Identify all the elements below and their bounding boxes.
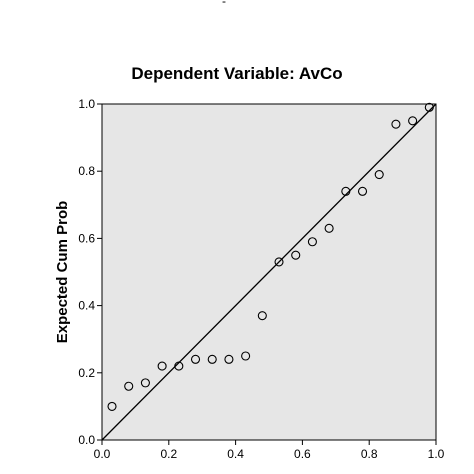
data-point [224, 354, 234, 364]
x-axis: 0.0 0.2 0.4 0.6 0.8 1.0 [94, 440, 445, 461]
data-point [424, 102, 434, 112]
y-tick-label: 0.2 [78, 366, 95, 380]
x-tick-label: 0.6 [294, 447, 311, 461]
data-point [307, 237, 317, 247]
data-point [257, 311, 267, 321]
data-point [140, 378, 150, 388]
x-tick-label: 0.2 [160, 447, 177, 461]
y-axis: 0.0 0.2 0.4 0.6 0.8 1.0 [78, 97, 102, 447]
data-point [374, 170, 384, 180]
chart-title: Dependent Variable: AvCo [131, 64, 342, 83]
y-axis-label: Expected Cum Prob [54, 201, 71, 344]
y-tick-label: 0.4 [78, 299, 95, 313]
data-point [107, 401, 117, 411]
data-point [274, 257, 284, 267]
data-points [107, 102, 434, 411]
data-point [157, 361, 167, 371]
data-point [241, 351, 251, 361]
data-point [341, 186, 351, 196]
y-tick-label: 0.0 [78, 433, 95, 447]
y-tick-label: 0.8 [78, 164, 95, 178]
data-point [190, 354, 201, 364]
data-point [357, 186, 368, 196]
x-tick-label: 0.4 [227, 447, 244, 461]
data-point [324, 223, 334, 233]
data-point [174, 361, 184, 371]
x-tick-label: 0.8 [361, 447, 378, 461]
y-tick-label: 1.0 [78, 97, 95, 111]
x-tick-label: 1.0 [428, 447, 445, 461]
x-tick-label: 0.0 [94, 447, 111, 461]
data-point [408, 116, 418, 126]
y-tick-label: 0.6 [78, 231, 95, 245]
data-point [391, 119, 401, 129]
data-point [207, 354, 217, 364]
reference-line [101, 103, 437, 441]
data-point [124, 381, 134, 391]
data-point [291, 250, 301, 260]
top-fragment: - [222, 0, 226, 8]
